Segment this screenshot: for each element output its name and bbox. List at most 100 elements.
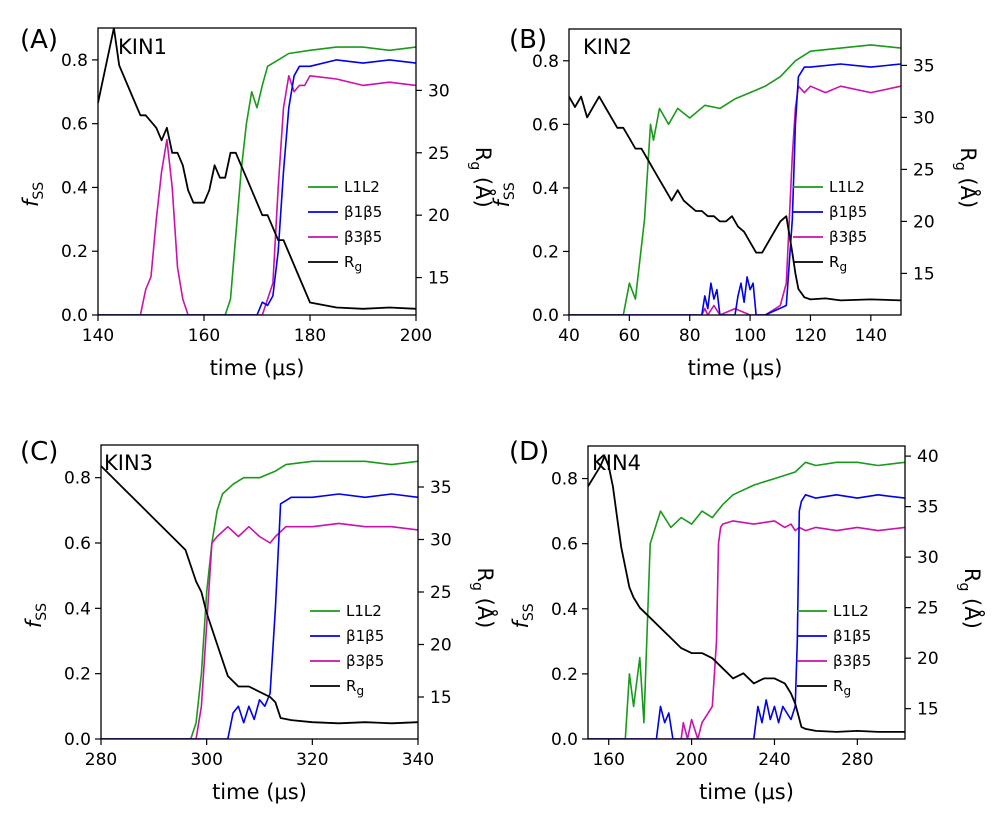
y2-tick-label: 25 — [428, 144, 450, 164]
legend-label-b3b5: β3β5 — [833, 652, 871, 670]
y2-tick-label: 30 — [913, 108, 935, 128]
y2-tick-label: 15 — [428, 269, 450, 289]
y-tick-label: 0.6 — [61, 115, 88, 135]
y2-tick-label: 20 — [917, 649, 939, 669]
y-tick-label: 0.2 — [551, 665, 578, 685]
panel-letter: (A) — [20, 25, 58, 55]
y2-tick-label: 35 — [913, 56, 935, 76]
y-tick-label: 0.4 — [61, 178, 88, 198]
series-line-L1L2 — [101, 460, 418, 739]
panel-title: KIN2 — [583, 35, 632, 59]
legend-label-Rg: Rg — [829, 253, 847, 274]
legend-label-Rg: Rg — [833, 677, 851, 698]
y-tick-label: 0.6 — [551, 535, 578, 555]
y2-tick-label: 30 — [428, 81, 450, 101]
y2-axis-label: Rg (Å) — [469, 567, 499, 628]
legend: L1L2 β1β5 β3β5 Rg — [310, 602, 384, 698]
y2-tick-label: 30 — [430, 531, 452, 551]
y2-axis-label: Rg (Å) — [467, 147, 497, 208]
y-axis-label: fSS — [22, 603, 50, 628]
legend-label-b1b5: β1β5 — [829, 203, 867, 221]
y2-axis-label: Rg (Å) — [956, 568, 986, 629]
x-tick-label: 120 — [794, 326, 826, 346]
series-line-Rg — [569, 95, 901, 302]
series-line-Rg — [588, 455, 905, 733]
series-line-b3b5 — [588, 520, 905, 739]
panel-letter: (C) — [20, 437, 58, 467]
x-tick-label: 160 — [188, 326, 220, 346]
y2-tick-label: 35 — [917, 498, 939, 518]
y2-tick-label: 30 — [917, 548, 939, 568]
y-tick-label: 0.8 — [532, 52, 559, 72]
series-line-L1L2 — [98, 46, 416, 315]
x-tick-label: 160 — [592, 750, 624, 770]
x-tick-label: 60 — [619, 326, 641, 346]
y2-tick-label: 25 — [917, 599, 939, 619]
x-tick-label: 140 — [82, 326, 114, 346]
series-line-b1b5 — [98, 59, 416, 315]
y-axis-label: fSS — [509, 603, 537, 628]
y-tick-label: 0.2 — [64, 665, 91, 685]
legend-label-L1L2: L1L2 — [346, 602, 382, 620]
legend-label-b1b5: β1β5 — [346, 627, 384, 645]
panel-letter: (B) — [509, 25, 547, 55]
series-group — [569, 44, 901, 315]
y-tick-label: 0.0 — [551, 730, 578, 750]
series-line-b1b5 — [569, 63, 901, 315]
legend-label-L1L2: L1L2 — [344, 178, 380, 196]
legend-label-b1b5: β1β5 — [833, 627, 871, 645]
legend: L1L2 β1β5 β3β5 Rg — [797, 602, 871, 698]
y2-tick-label: 20 — [428, 206, 450, 226]
legend-label-b3b5: β3β5 — [829, 228, 867, 246]
y-tick-label: 0.6 — [532, 115, 559, 135]
x-tick-label: 80 — [679, 326, 701, 346]
panel-letter: (D) — [509, 437, 549, 467]
y2-tick-label: 15 — [430, 688, 452, 708]
series-line-b1b5 — [588, 493, 905, 739]
series-line-Rg — [101, 465, 418, 725]
series-line-b3b5 — [569, 85, 901, 315]
series-line-b3b5 — [101, 522, 418, 739]
x-tick-label: 140 — [855, 326, 887, 346]
legend-label-L1L2: L1L2 — [833, 602, 869, 620]
panel-kin1: 140 160 180 200 0.0 0.2 0.4 0.6 0.8 15 20 25 30 (A) KI… — [19, 25, 497, 380]
x-tick-label: 280 — [841, 750, 873, 770]
x-tick-label: 280 — [85, 750, 117, 770]
y-tick-label: 0.6 — [64, 534, 91, 554]
legend-label-b3b5: β3β5 — [344, 228, 382, 246]
panel-kin3: 280 300 320 340 0.0 0.2 0.4 0.6 0.8 15 20 25 30 35 (C)… — [20, 437, 499, 804]
y-tick-label: 0.2 — [532, 242, 559, 262]
legend: L1L2 β1β5 β3β5 Rg — [308, 178, 382, 274]
legend-label-L1L2: L1L2 — [829, 178, 865, 196]
x-tick-label: 180 — [294, 326, 326, 346]
y-tick-label: 0.8 — [64, 469, 91, 489]
plot-frame — [587, 445, 906, 740]
legend-label-b3b5: β3β5 — [346, 652, 384, 670]
y-tick-label: 0.4 — [551, 600, 578, 620]
y2-tick-label: 20 — [430, 636, 452, 656]
y-tick-label: 0.4 — [532, 179, 559, 199]
legend: L1L2 β1β5 β3β5 Rg — [793, 178, 867, 274]
series-group — [98, 28, 416, 315]
panel-title: KIN3 — [104, 451, 153, 475]
series-line-Rg — [98, 28, 416, 310]
panel-title: KIN1 — [118, 35, 167, 59]
series-line-L1L2 — [569, 44, 901, 315]
y2-axis-label: Rg (Å) — [952, 147, 982, 208]
y2-tick-label: 25 — [430, 583, 452, 603]
x-axis-label: time (μs) — [688, 356, 783, 380]
y2-tick-label: 40 — [917, 447, 939, 467]
plot-frame — [97, 27, 417, 316]
y2-tick-label: 15 — [917, 700, 939, 720]
x-axis-label: time (μs) — [212, 780, 307, 804]
panel-kin2: 40 60 80 100 120 140 0.0 0.2 0.4 0.6 0.8 15 20 25 30 35… — [490, 25, 982, 380]
y-tick-label: 0.0 — [532, 306, 559, 326]
series-line-b3b5 — [98, 75, 416, 315]
x-tick-label: 100 — [734, 326, 766, 346]
y-tick-label: 0.8 — [551, 470, 578, 490]
y-tick-label: 0.2 — [61, 242, 88, 262]
y2-tick-label: 25 — [913, 160, 935, 180]
plot-frame — [568, 28, 902, 316]
legend-label-b1b5: β1β5 — [344, 203, 382, 221]
